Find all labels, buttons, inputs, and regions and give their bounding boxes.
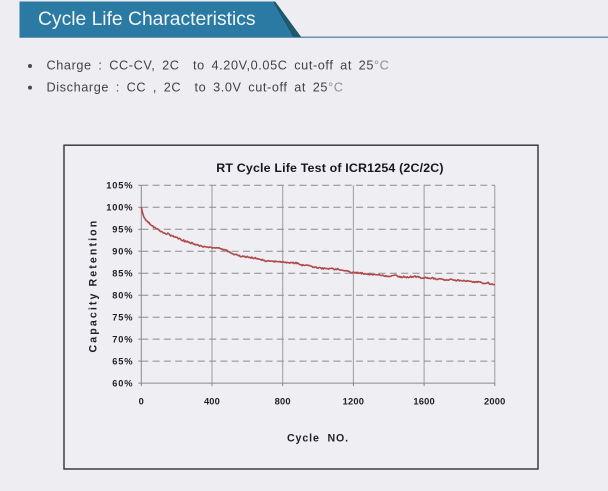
svg-text:0: 0 <box>139 397 144 407</box>
svg-text:RT Cycle Life Test of ICR1254: RT Cycle Life Test of ICR1254 (2C/2C) <box>216 161 443 175</box>
svg-text:105%: 105% <box>106 181 133 191</box>
svg-text:80%: 80% <box>112 291 133 301</box>
svg-text:70%: 70% <box>112 334 133 344</box>
svg-text:Cycle NO.: Cycle NO. <box>287 432 349 444</box>
svg-text:Capacity Retention: Capacity Retention <box>88 219 100 353</box>
svg-text:65%: 65% <box>112 356 133 366</box>
svg-text:90%: 90% <box>112 247 133 257</box>
svg-text:75%: 75% <box>112 313 133 323</box>
svg-text:1600: 1600 <box>413 397 434 407</box>
svg-text:100%: 100% <box>106 203 133 213</box>
svg-text:95%: 95% <box>112 225 133 235</box>
svg-text:1200: 1200 <box>343 397 364 407</box>
svg-text:2000: 2000 <box>484 397 505 407</box>
svg-text:800: 800 <box>275 397 291 407</box>
svg-text:85%: 85% <box>112 269 133 279</box>
svg-text:Charge : CC-CV, 2C to 4.20V,0: Charge : CC-CV, 2C to 4.20V,0.05C cut-of… <box>47 59 390 73</box>
svg-text:400: 400 <box>204 397 220 407</box>
svg-text:Discharge : CC , 2C to 3.0V c: Discharge : CC , 2C to 3.0V cut-off at 2… <box>47 80 344 94</box>
svg-text:Cycle Life Characteristics: Cycle Life Characteristics <box>38 9 256 30</box>
svg-text:60%: 60% <box>112 378 133 388</box>
